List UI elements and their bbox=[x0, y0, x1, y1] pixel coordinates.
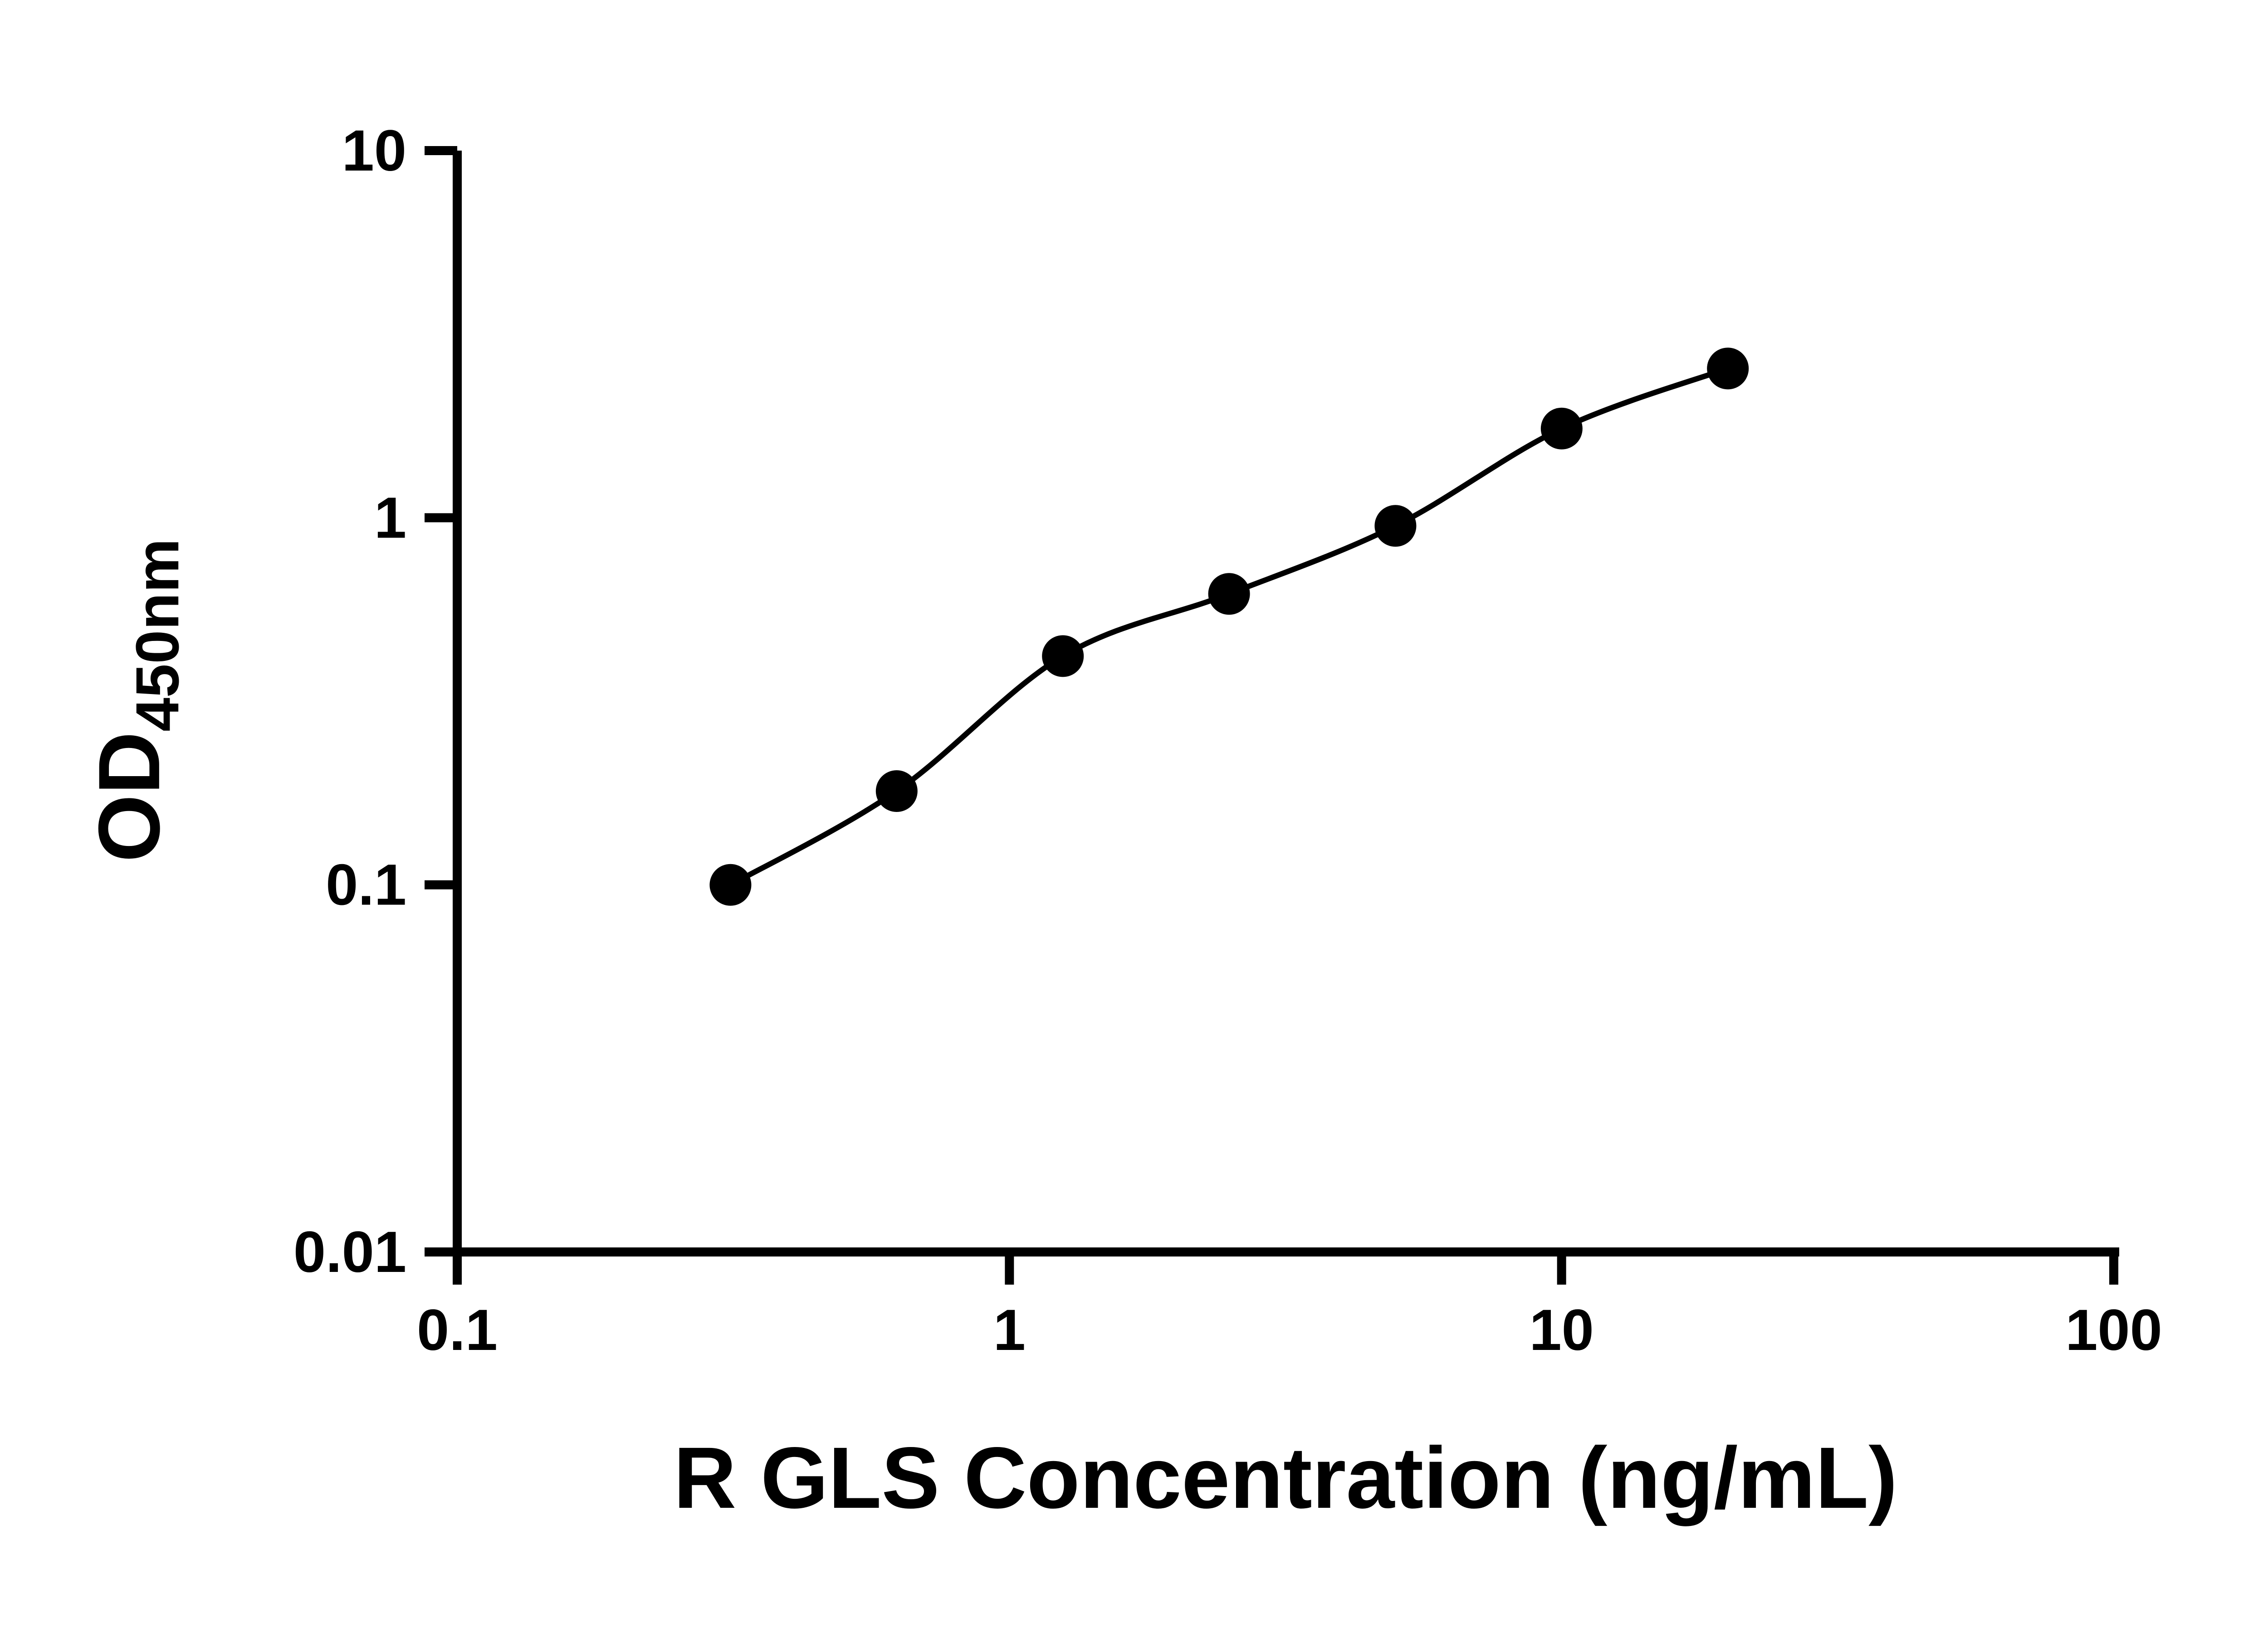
data-point bbox=[875, 770, 918, 812]
data-point bbox=[1707, 347, 1749, 390]
x-tick-label: 0.1 bbox=[417, 1298, 498, 1363]
data-point bbox=[1374, 505, 1417, 547]
y-tick-label: 1 bbox=[374, 485, 406, 550]
y-tick-label: 10 bbox=[342, 118, 406, 183]
y-axis-label-main: OD bbox=[83, 731, 179, 862]
y-axis-label: OD450nm bbox=[81, 538, 195, 862]
data-point bbox=[1540, 407, 1583, 450]
x-tick-label: 10 bbox=[1529, 1298, 1593, 1363]
y-tick-label: 0.1 bbox=[326, 853, 406, 918]
fit-curve bbox=[729, 366, 1729, 888]
data-point bbox=[709, 864, 752, 906]
x-tick-label: 100 bbox=[2065, 1298, 2162, 1363]
data-point bbox=[1208, 573, 1250, 615]
x-tick-label: 1 bbox=[993, 1298, 1026, 1363]
y-tick-label: 0.01 bbox=[293, 1220, 406, 1285]
y-axis-label-sub: 450nm bbox=[126, 538, 193, 732]
x-axis-label: R GLS Concentration (ng/mL) bbox=[673, 1432, 1898, 1528]
data-point bbox=[1042, 635, 1084, 677]
